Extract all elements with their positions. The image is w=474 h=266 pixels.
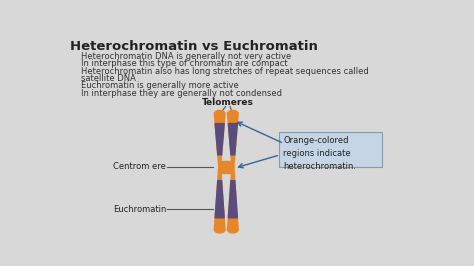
Polygon shape [228, 167, 238, 231]
Polygon shape [220, 160, 232, 173]
Polygon shape [232, 164, 234, 169]
Polygon shape [215, 123, 224, 155]
Polygon shape [219, 164, 220, 169]
Text: Heterochromatin DNA is generally not very active: Heterochromatin DNA is generally not ver… [81, 52, 291, 61]
Ellipse shape [228, 110, 238, 116]
Polygon shape [214, 167, 225, 231]
Text: In interphase they are generally not condensed: In interphase they are generally not con… [81, 89, 282, 98]
Ellipse shape [214, 110, 225, 116]
Text: Centrom ere: Centrom ere [113, 162, 166, 171]
Text: Heterochromatin vs Euchromatin: Heterochromatin vs Euchromatin [70, 40, 318, 53]
Polygon shape [228, 181, 237, 218]
Text: satellite DNA: satellite DNA [81, 74, 136, 83]
FancyBboxPatch shape [279, 132, 382, 167]
Polygon shape [214, 113, 225, 167]
Text: Euchromatin: Euchromatin [113, 205, 166, 214]
Polygon shape [228, 123, 237, 155]
Ellipse shape [214, 227, 225, 234]
Text: Euchromatin is generally more active: Euchromatin is generally more active [81, 81, 239, 90]
Text: In interphase this type of chromatin are compact: In interphase this type of chromatin are… [81, 59, 288, 68]
Text: Heterochromatin also has long stretches of repeat sequences called: Heterochromatin also has long stretches … [81, 66, 369, 76]
Text: Telomeres: Telomeres [202, 98, 254, 107]
Polygon shape [215, 181, 224, 218]
Ellipse shape [228, 227, 238, 234]
Text: Orange-colored
regions indicate
heterochromatin.: Orange-colored regions indicate heteroch… [283, 136, 356, 171]
Polygon shape [228, 113, 238, 167]
